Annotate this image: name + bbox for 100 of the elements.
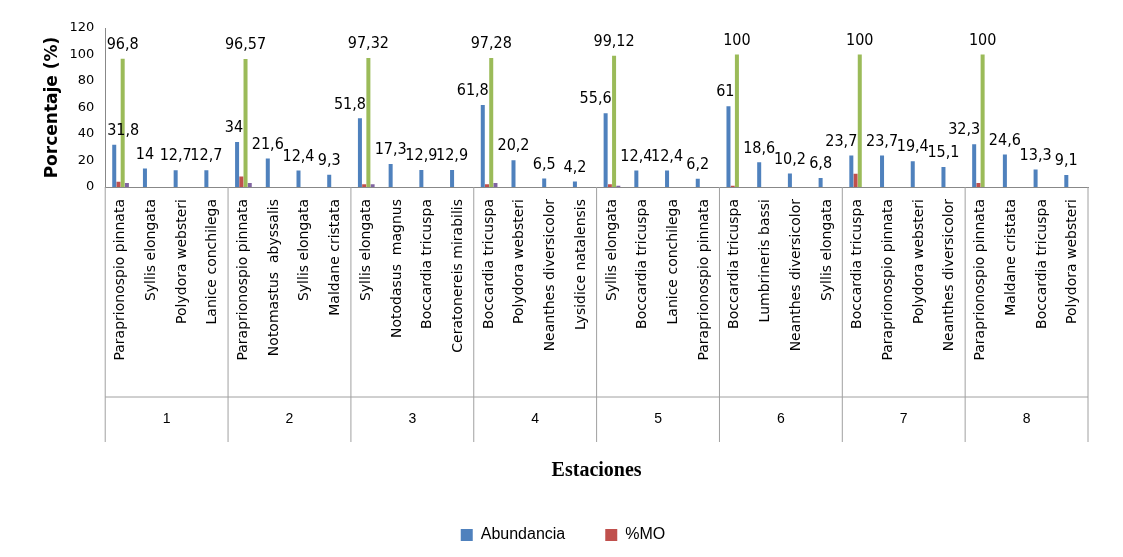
data-label: 14 xyxy=(135,143,155,163)
x-tick-label: Ceratonereis mirabilis xyxy=(449,199,466,353)
text: 1 xyxy=(162,409,171,426)
y-axis-title: Porcentaje (%) xyxy=(40,36,61,179)
data-label: 21,6 xyxy=(251,133,284,153)
bar xyxy=(370,184,375,187)
bar xyxy=(235,141,240,187)
bar xyxy=(327,174,332,187)
bar xyxy=(142,168,147,187)
bar xyxy=(910,161,915,187)
bar xyxy=(972,144,977,187)
x-tick-label: Paraprionospio pinnata xyxy=(111,199,128,361)
x-tick-label: Polydora websteri xyxy=(510,199,527,324)
bar xyxy=(757,162,762,187)
bar xyxy=(734,54,739,187)
data-label: 96,8 xyxy=(106,33,139,53)
data-label: 23,7 xyxy=(825,130,858,150)
x-tick-label: Syllis elongata xyxy=(817,199,834,302)
data-label: 61,8 xyxy=(456,80,489,100)
text: 7 xyxy=(899,409,908,426)
x-tick-label: Boccardia tricuspa xyxy=(633,199,650,329)
data-label: 99,12 xyxy=(593,30,635,50)
data-label: 9,1 xyxy=(1054,150,1078,170)
bar xyxy=(511,160,516,187)
bar xyxy=(603,113,608,187)
data-label: 12,4 xyxy=(282,145,315,165)
bar xyxy=(853,173,858,187)
data-label: 15,1 xyxy=(927,142,960,162)
data-label: 12,7 xyxy=(159,145,192,165)
y-tick-label: 60 xyxy=(77,98,95,114)
bar xyxy=(941,166,946,187)
x-tick-label: Paraprionospio pinnata xyxy=(971,199,988,361)
bar xyxy=(173,170,178,187)
x-tick-label: Polydora websteri xyxy=(909,199,926,324)
bar xyxy=(362,184,367,187)
bar xyxy=(976,183,981,187)
bar xyxy=(112,144,117,187)
bar xyxy=(124,183,129,187)
bar xyxy=(388,164,393,187)
bar xyxy=(480,105,485,187)
x-tick-label: Lysidice natalensis xyxy=(571,199,588,330)
bar xyxy=(265,158,270,187)
x-tick-label: Paraprionospio pinnata xyxy=(879,199,896,361)
x-tick-label: Syllis elongata xyxy=(295,199,312,302)
y-tick-label: 120 xyxy=(69,19,95,35)
data-label: 96,57 xyxy=(224,34,267,54)
bar xyxy=(296,170,301,187)
data-label: 55,6 xyxy=(579,88,612,108)
data-label: 6,8 xyxy=(809,153,833,173)
bar xyxy=(1033,169,1038,187)
bar xyxy=(1002,154,1007,187)
data-label: 34 xyxy=(224,117,244,137)
bar xyxy=(542,178,547,187)
bar xyxy=(419,169,424,187)
bar xyxy=(366,58,371,187)
bar xyxy=(787,173,792,187)
bar xyxy=(239,176,244,187)
bar xyxy=(485,184,490,187)
bar xyxy=(980,54,985,187)
x-tick-label: Maldane cristata xyxy=(326,199,343,316)
bar xyxy=(607,184,612,187)
x-tick-label: Paraprionospio pinnata xyxy=(234,199,251,361)
bar xyxy=(243,59,248,187)
bar xyxy=(1064,174,1069,187)
data-label: 12,4 xyxy=(651,145,684,165)
x-tick-label: Lanice conchilega xyxy=(203,199,220,325)
x-tick-label: Boccardia tricuspa xyxy=(848,199,865,329)
x-tick-label: Boccardia tricuspa xyxy=(479,199,496,329)
bar xyxy=(634,170,639,187)
data-label: 4,2 xyxy=(563,156,587,176)
bar xyxy=(612,55,617,187)
y-tick-label: 100 xyxy=(69,45,95,61)
y-tick-label: 40 xyxy=(77,125,95,141)
text: 8 xyxy=(1022,409,1031,426)
y-tick-label: 0 xyxy=(85,178,95,194)
data-label: 23,7 xyxy=(866,130,899,150)
y-tick-label: 20 xyxy=(77,151,95,167)
text: 4 xyxy=(531,409,540,426)
x-tick-label: Neanthes diversicolor xyxy=(541,198,558,352)
x-tick-label: Polydora websteri xyxy=(1063,199,1080,324)
data-label: 100 xyxy=(968,29,997,49)
x-tick-label: Polydora websteri xyxy=(172,199,189,324)
data-label: 100 xyxy=(846,29,874,49)
data-label: 100 xyxy=(723,29,751,49)
data-label: 12,9 xyxy=(436,145,469,165)
text: 2 xyxy=(285,409,294,426)
data-label: 13,3 xyxy=(1019,144,1052,164)
bar xyxy=(880,155,885,187)
data-label: 97,32 xyxy=(347,33,389,53)
data-label: 19,4 xyxy=(896,136,929,156)
bar xyxy=(849,155,854,187)
data-label: 12,4 xyxy=(620,145,653,165)
bar xyxy=(204,170,209,187)
bar xyxy=(489,58,494,187)
text: 6 xyxy=(776,409,785,426)
bar xyxy=(665,170,670,187)
x-axis-title: Estaciones xyxy=(551,458,642,481)
bar xyxy=(726,106,731,187)
data-label: 20,2 xyxy=(497,135,530,155)
bar xyxy=(818,177,823,187)
